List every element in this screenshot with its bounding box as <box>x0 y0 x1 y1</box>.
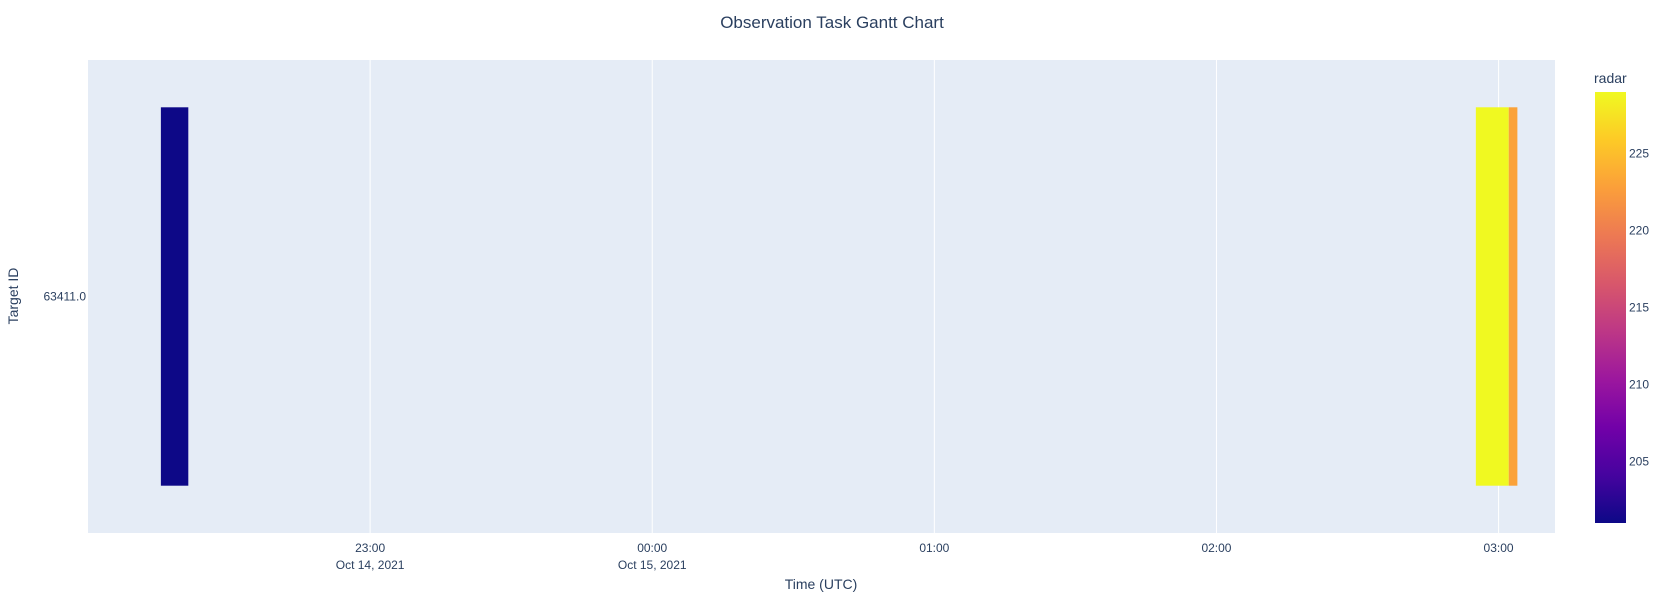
x-tick-sublabel: Oct 15, 2021 <box>618 558 687 572</box>
task-bar[interactable] <box>1508 107 1518 486</box>
x-tick-label: 03:00 <box>1484 541 1514 555</box>
colorbar-tick-label: 210 <box>1629 377 1649 391</box>
task-bar[interactable] <box>160 107 189 486</box>
x-tick-label: 00:00 <box>637 541 667 555</box>
colorbar-tick-label: 205 <box>1629 454 1649 468</box>
x-axis-title: Time (UTC) <box>785 576 858 592</box>
colorbar-gradient <box>1595 92 1626 523</box>
x-tick-sublabel: Oct 14, 2021 <box>336 558 405 572</box>
y-axis-title: Target ID <box>5 268 21 325</box>
colorbar-title: radar <box>1594 70 1627 86</box>
bar-layer <box>160 107 1518 486</box>
x-tick-label: 01:00 <box>919 541 949 555</box>
x-tick-layer: 23:00 Oct 14, 2021 00:00 Oct 15, 2021 01:00 0… <box>336 541 1514 572</box>
plot-area <box>88 60 1555 533</box>
x-tick-label: 02:00 <box>1201 541 1231 555</box>
colorbar-tick-label: 225 <box>1629 147 1649 161</box>
y-tick-layer: 63411.0 <box>44 290 87 304</box>
y-tick-label: 63411.0 <box>44 290 87 304</box>
colorbar: radar 205 210 215 220 225 <box>1594 70 1649 523</box>
colorbar-tick-label: 220 <box>1629 224 1649 238</box>
chart-title: Observation Task Gantt Chart <box>720 13 944 32</box>
task-bar[interactable] <box>1475 107 1509 486</box>
x-tick-label: 23:00 <box>355 541 385 555</box>
colorbar-tick-label: 215 <box>1629 301 1649 315</box>
